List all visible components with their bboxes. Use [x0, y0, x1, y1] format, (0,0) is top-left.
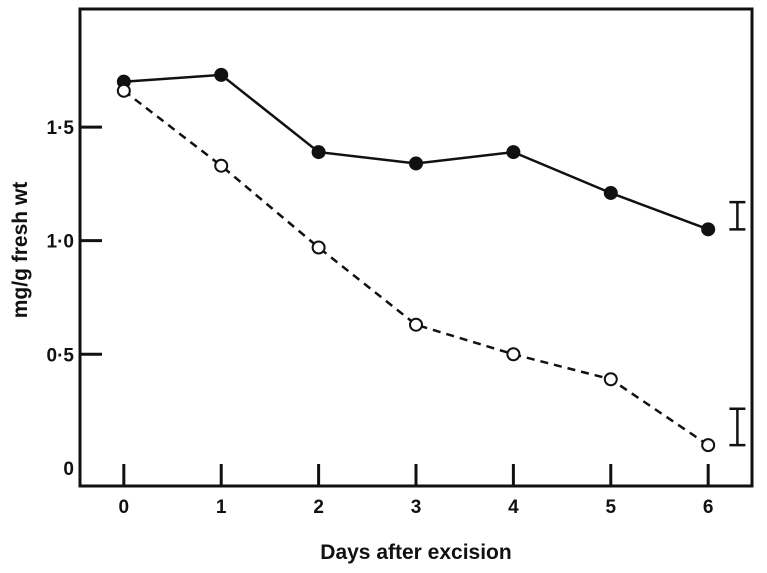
series-0-point-1	[214, 67, 229, 82]
x-tick-label-5: 5	[605, 497, 616, 518]
y-tick-label-0: 0	[63, 459, 74, 480]
x-tick-label-6: 6	[703, 497, 714, 518]
x-tick-label-0: 0	[119, 497, 130, 518]
plot-frame	[78, 7, 754, 488]
y-axis-ticks: 0 0·5 1·0 1·5	[47, 118, 102, 480]
error-bar-0	[729, 200, 746, 231]
series-1-point-1	[214, 158, 229, 173]
series-0-point-5	[603, 185, 618, 200]
y-tick-label-2: 1·0	[47, 232, 74, 253]
y-tick-label-1: 0·5	[47, 345, 75, 366]
series-1-point-0	[116, 83, 131, 98]
error-bar-1	[729, 407, 746, 447]
series-0-point-6	[701, 222, 716, 237]
y-tick-label-3: 1·5	[47, 118, 75, 139]
x-tick-label-3: 3	[411, 497, 422, 518]
x-tick-label-4: 4	[508, 497, 519, 518]
series-layer	[116, 67, 716, 453]
series-0-point-2	[311, 145, 326, 160]
series-line-0	[123, 73, 709, 231]
series-0-point-4	[506, 145, 521, 160]
x-axis-label: Days after excision	[320, 541, 511, 564]
y-axis-label: mg/g fresh wt	[9, 182, 32, 319]
series-1-point-4	[506, 347, 521, 362]
x-tick-label-2: 2	[313, 497, 324, 518]
series-1-point-3	[409, 317, 423, 332]
x-axis-ticks: 0 1 2 3 4 5 6	[119, 464, 714, 518]
series-0-point-3	[409, 156, 423, 171]
series-1-point-2	[311, 240, 326, 255]
error-bars	[729, 200, 746, 447]
series-1-point-5	[603, 372, 618, 387]
series-line-1	[123, 89, 709, 447]
series-1-point-6	[701, 438, 716, 453]
x-tick-label-1: 1	[216, 497, 227, 518]
